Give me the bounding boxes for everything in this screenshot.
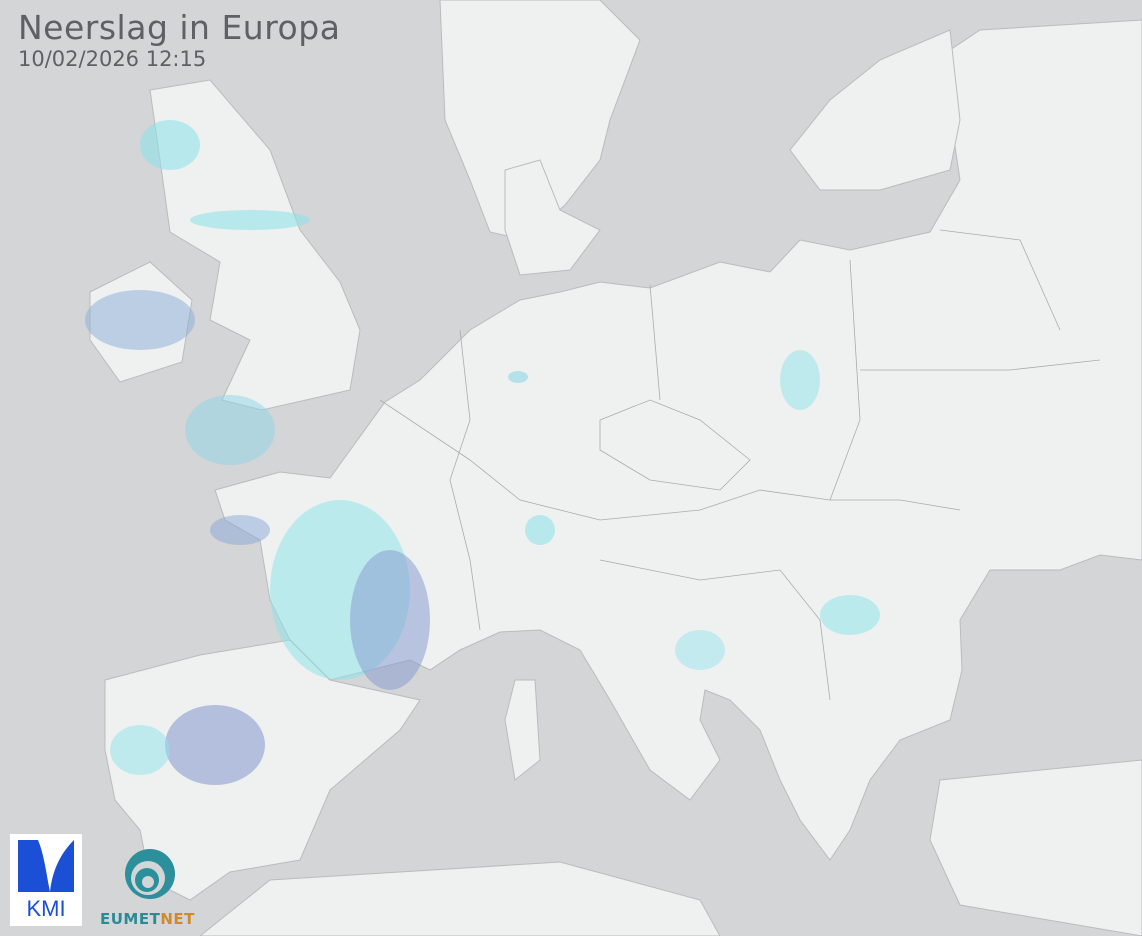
rain-romania <box>820 595 880 635</box>
rain-scotland <box>140 120 200 170</box>
map-timestamp: 10/02/2026 12:15 <box>18 47 207 71</box>
rain-germany <box>508 371 528 383</box>
rain-poland <box>780 350 820 410</box>
rain-portugal <box>110 725 170 775</box>
land-finland <box>789 29 961 191</box>
kmi-logo-text: KMI <box>26 896 66 921</box>
land-corsica-sardinia <box>504 679 541 781</box>
rain-balkans <box>675 630 725 670</box>
eumetnet-logo-text: EUMETNET <box>100 910 195 928</box>
precipitation-areas <box>85 120 880 785</box>
land-scandinavia <box>439 0 641 241</box>
map-title: Neerslag in Europa <box>18 8 341 47</box>
kmi-logo: KMI <box>10 834 82 926</box>
land-turkey <box>929 759 1142 936</box>
land-africa <box>199 861 721 936</box>
land-mainland <box>214 19 1142 861</box>
eumetnet-swirl-icon <box>125 849 175 899</box>
rain-spain <box>165 705 265 785</box>
rain-channel <box>185 395 275 465</box>
rain-brittany <box>210 515 270 545</box>
land-denmark <box>504 159 601 276</box>
kmi-emblem-icon <box>18 840 74 892</box>
eumetnet-logo: EUMETNET <box>100 848 200 928</box>
rain-north-england <box>190 210 310 230</box>
rain-switzerland <box>525 515 555 545</box>
rain-france-southwest <box>350 550 430 690</box>
rain-ireland <box>85 290 195 350</box>
